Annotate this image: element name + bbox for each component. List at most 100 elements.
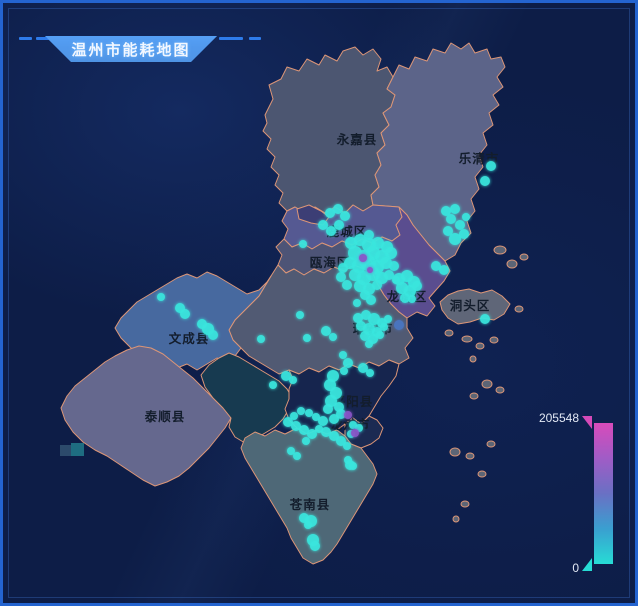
scatter-point-blue[interactable]: [394, 320, 404, 330]
scatter-point-accent[interactable]: [344, 411, 352, 419]
scatter-point[interactable]: [349, 421, 357, 429]
scatter-point[interactable]: [480, 314, 490, 324]
scatter-point[interactable]: [323, 404, 333, 414]
scatter-point[interactable]: [287, 447, 295, 455]
scatter-point[interactable]: [364, 230, 374, 240]
scatter-point[interactable]: [289, 376, 297, 384]
scatter-point[interactable]: [303, 334, 311, 342]
scatter-point[interactable]: [408, 295, 416, 303]
region-highland[interactable]: [200, 352, 294, 444]
scatter-point[interactable]: [333, 204, 343, 214]
scatter-point[interactable]: [384, 315, 392, 323]
scatter-point[interactable]: [480, 176, 490, 186]
scatter-point[interactable]: [318, 220, 328, 230]
visualmap-handle-bottom-icon[interactable]: [582, 558, 592, 571]
scatter-point[interactable]: [329, 431, 339, 441]
scatter-point[interactable]: [356, 321, 366, 331]
scatter-point[interactable]: [334, 402, 344, 412]
scatter-point[interactable]: [340, 367, 348, 375]
scatter-point[interactable]: [336, 272, 346, 282]
scatter-point[interactable]: [389, 261, 399, 271]
scatter-point[interactable]: [326, 226, 336, 236]
region-cangnan[interactable]: [240, 427, 378, 565]
scatter-point[interactable]: [462, 213, 470, 221]
scatter-point[interactable]: [385, 247, 397, 259]
scatter-point[interactable]: [318, 416, 328, 426]
scatter-point[interactable]: [269, 381, 277, 389]
scatter-point[interactable]: [339, 351, 347, 359]
scatter-point-accent[interactable]: [367, 267, 373, 273]
scatter-point[interactable]: [380, 323, 388, 331]
scatter-point[interactable]: [358, 363, 368, 373]
scatter-point[interactable]: [157, 293, 165, 301]
scatter-point[interactable]: [449, 233, 461, 245]
scatter-point[interactable]: [175, 303, 185, 313]
scatter-point[interactable]: [281, 371, 291, 381]
scatter-point[interactable]: [343, 442, 351, 450]
scatter-point[interactable]: [365, 340, 373, 348]
scatter-point[interactable]: [257, 335, 265, 343]
scatter-point[interactable]: [299, 513, 309, 523]
scatter-point[interactable]: [334, 220, 344, 230]
scatter-point[interactable]: [329, 414, 339, 424]
scatter-point[interactable]: [450, 204, 460, 214]
scatter-point[interactable]: [296, 311, 304, 319]
scatter-point[interactable]: [360, 331, 370, 341]
scatter-point[interactable]: [325, 208, 335, 218]
scatter-point[interactable]: [412, 281, 422, 291]
scatter-point[interactable]: [443, 226, 453, 236]
scatter-point[interactable]: [304, 521, 312, 529]
scatter-point[interactable]: [459, 229, 469, 239]
scatter-point[interactable]: [315, 425, 323, 433]
scatter-point[interactable]: [321, 326, 331, 336]
scatter-point[interactable]: [355, 424, 363, 432]
scatter-point[interactable]: [342, 280, 352, 290]
scatter-point[interactable]: [307, 429, 317, 439]
scatter-point[interactable]: [366, 295, 376, 305]
scatter-point[interactable]: [360, 290, 370, 300]
scatter-point[interactable]: [197, 319, 207, 329]
scatter-point[interactable]: [486, 161, 496, 171]
scatter-point[interactable]: [376, 331, 384, 339]
scatter-point[interactable]: [302, 437, 310, 445]
scatter-point[interactable]: [293, 452, 301, 460]
scatter-point[interactable]: [299, 240, 307, 248]
scatter-point[interactable]: [310, 541, 320, 551]
scatter-point[interactable]: [455, 220, 465, 230]
island: [461, 335, 473, 343]
visualmap-handle-top-icon[interactable]: [582, 416, 592, 429]
scatter-point[interactable]: [297, 407, 305, 415]
scatter-point[interactable]: [361, 310, 371, 320]
scatter-point-accent[interactable]: [351, 429, 359, 437]
scatter-point[interactable]: [384, 270, 394, 280]
scatter-point[interactable]: [305, 409, 313, 417]
scatter-point[interactable]: [400, 293, 410, 303]
scatter-point[interactable]: [329, 333, 337, 341]
scatter-point[interactable]: [439, 265, 449, 275]
scatter-point[interactable]: [353, 299, 361, 307]
scatter-point[interactable]: [299, 425, 309, 435]
scatter-point[interactable]: [283, 417, 293, 427]
region-yueqing[interactable]: [370, 42, 506, 262]
scatter-point[interactable]: [353, 313, 363, 323]
scatter-point[interactable]: [180, 309, 190, 319]
scatter-point-accent[interactable]: [359, 254, 367, 262]
scatter-point[interactable]: [345, 460, 355, 470]
scatter-point[interactable]: [208, 330, 218, 340]
scatter-point[interactable]: [446, 214, 456, 224]
scatter-point[interactable]: [431, 261, 441, 271]
scatter-point[interactable]: [336, 436, 346, 446]
scatter-point[interactable]: [368, 334, 378, 344]
scatter-point[interactable]: [441, 206, 451, 216]
scatter-point[interactable]: [336, 409, 346, 419]
scatter-point[interactable]: [340, 211, 350, 221]
scatter-point[interactable]: [321, 427, 331, 437]
scatter-point[interactable]: [338, 263, 348, 273]
scatter-point[interactable]: [291, 421, 301, 431]
scatter-point[interactable]: [366, 369, 374, 377]
region-dongtou[interactable]: [439, 288, 511, 325]
scatter-point[interactable]: [290, 412, 298, 420]
scatter-point[interactable]: [372, 280, 382, 290]
scatter-point[interactable]: [312, 413, 320, 421]
scatter-point[interactable]: [343, 358, 353, 368]
